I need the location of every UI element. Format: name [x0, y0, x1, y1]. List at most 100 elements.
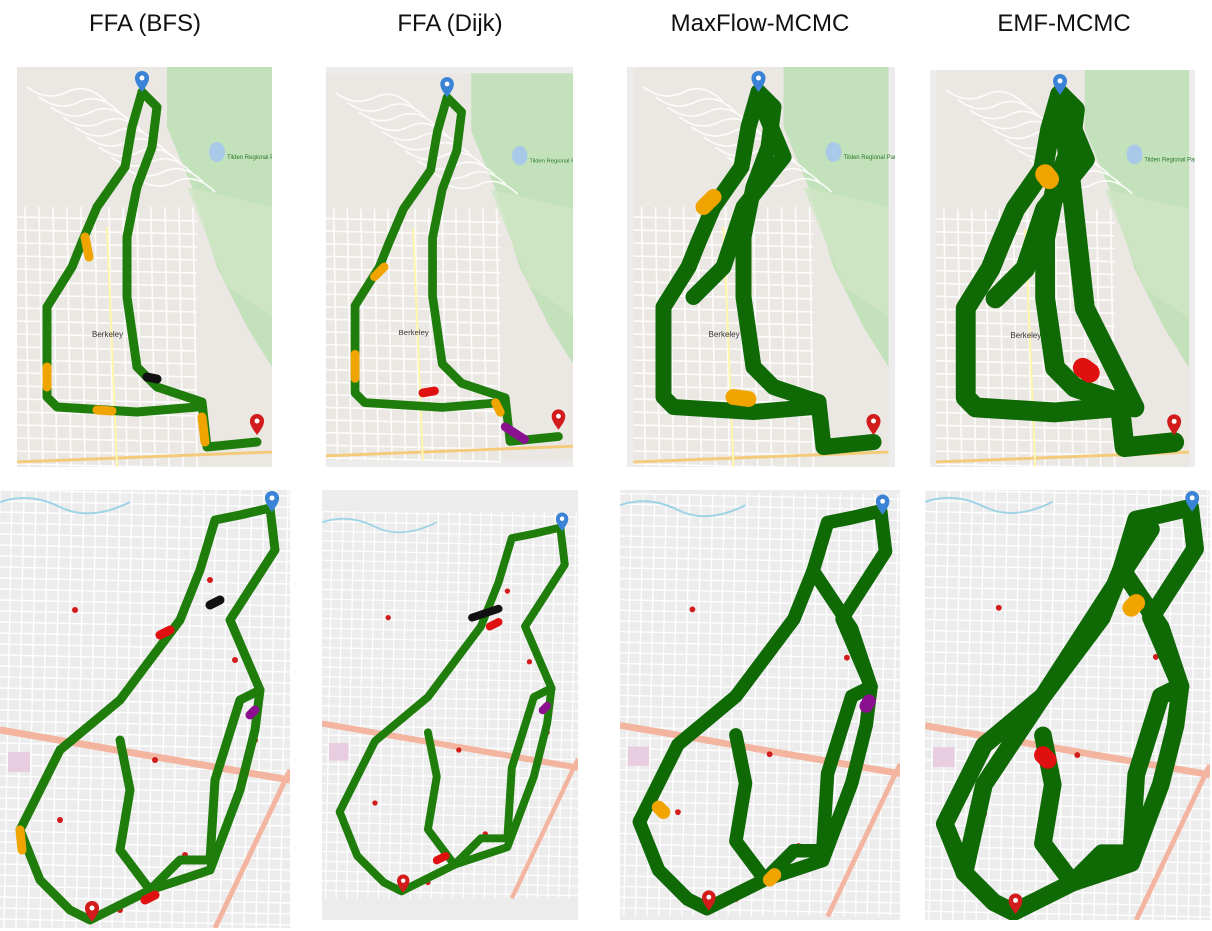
- poi-dot: [995, 604, 1002, 611]
- map-label-park: Tilden Regional Park: [529, 158, 573, 164]
- map-city-maxflow-mcmc: [620, 490, 900, 920]
- route-path: [115, 685, 265, 895]
- map-berkeley-emf-mcmc: Berkeley Tilden Regional Park: [930, 70, 1195, 467]
- river: [620, 500, 746, 518]
- start-pin-icon: [751, 71, 766, 92]
- route-segment-orange: [1035, 164, 1060, 190]
- start-pin-icon-dot: [139, 75, 145, 81]
- poi-dot: [675, 809, 681, 816]
- major-road: [825, 762, 900, 918]
- route-segment-red: [485, 618, 503, 631]
- route-path: [423, 684, 556, 869]
- main-road: [17, 450, 272, 464]
- poi-dot: [207, 577, 213, 583]
- poi-dot: [372, 800, 378, 806]
- berkeley-map-canvas: Berkeley Tilden Regional Park: [935, 70, 1195, 467]
- end-pin-icon: [866, 414, 881, 435]
- city-map-canvas: [620, 492, 900, 918]
- start-pin-icon: [265, 491, 279, 512]
- start-pin-icon-dot: [444, 81, 450, 87]
- main-road: [633, 450, 889, 464]
- route-segment-purple: [538, 701, 552, 715]
- end-pin-icon: [702, 890, 716, 911]
- district-area: [933, 747, 955, 767]
- poi-dot: [456, 747, 462, 753]
- end-pin-icon-dot: [706, 894, 712, 900]
- map-label-berkeley: Berkeley: [399, 328, 429, 337]
- park-area: [187, 187, 272, 317]
- route-segment-orange: [197, 412, 210, 447]
- city-map-canvas: [0, 490, 290, 928]
- route-path: [42, 87, 202, 417]
- poi-dot: [844, 654, 850, 661]
- poi-dot: [689, 606, 696, 613]
- city-map-canvas: [925, 490, 1210, 920]
- poi-dot: [57, 817, 63, 823]
- route-path: [955, 520, 1160, 882]
- start-pin-icon-dot: [1189, 495, 1195, 501]
- route-segment-black: [205, 595, 225, 610]
- route-path: [655, 84, 822, 420]
- main-road: [412, 228, 424, 461]
- route-path: [335, 523, 569, 896]
- start-pin-icon-dot: [1057, 78, 1063, 84]
- route-path: [15, 503, 280, 925]
- city-map-canvas: [322, 511, 578, 900]
- route-path: [1112, 559, 1190, 696]
- route-segment-red: [140, 890, 160, 905]
- route-segment-black: [142, 372, 162, 384]
- route-segment-purple: [500, 422, 529, 444]
- end-pin-icon: [85, 901, 99, 922]
- poi-dot: [385, 614, 391, 621]
- map-label-berkeley: Berkeley: [1010, 331, 1041, 340]
- map-label-park: Tilden Regional Park: [227, 155, 272, 161]
- end-pin-icon: [397, 874, 410, 894]
- start-pin-icon: [440, 77, 454, 98]
- column-title-ffa-dijk: FFA (Dijk): [397, 10, 503, 37]
- berkeley-map-canvas: Berkeley Tilden Regional Park: [633, 67, 896, 467]
- end-pin-icon: [1167, 414, 1182, 436]
- start-pin-icon: [555, 512, 569, 532]
- end-pin-icon-dot: [871, 418, 876, 424]
- route-segment-red: [1072, 357, 1100, 383]
- poi-dot: [766, 751, 773, 758]
- route-path: [955, 84, 1125, 423]
- district-area: [8, 752, 30, 772]
- park-area: [1104, 189, 1190, 319]
- route-segment-orange: [92, 405, 117, 416]
- route-segment-red: [1034, 746, 1057, 769]
- district-area: [329, 742, 349, 761]
- end-pin-icon: [1008, 893, 1023, 915]
- map-city-ffa-bfs: [0, 490, 290, 928]
- start-pin-icon: [1185, 490, 1200, 512]
- route-segment-red: [155, 625, 175, 640]
- route-path: [428, 93, 563, 446]
- route-path: [1034, 677, 1190, 892]
- route-segment-orange: [491, 398, 505, 417]
- lake: [1126, 144, 1143, 165]
- route-segment-orange: [15, 825, 27, 855]
- river: [322, 517, 438, 534]
- map-label-berkeley: Berkeley: [92, 330, 123, 339]
- start-pin-icon: [1053, 73, 1067, 95]
- start-pin-icon-dot: [559, 516, 565, 521]
- map-label-park: Tilden Regional Park: [844, 155, 896, 161]
- end-pin-icon-dot: [1171, 418, 1177, 424]
- route-path: [685, 89, 792, 305]
- column-title-emf-mcmc: EMF-MCMC: [997, 10, 1131, 37]
- poi-dot: [504, 588, 511, 594]
- route-path: [806, 564, 878, 694]
- poi-dot: [1074, 752, 1081, 759]
- river: [925, 496, 1054, 514]
- route-path: [729, 679, 878, 887]
- major-road: [1134, 763, 1210, 920]
- route-segment-purple: [859, 694, 876, 713]
- map-berkeley-ffa-bfs: Berkeley Tilden Regional Park: [17, 67, 272, 467]
- route-segment-red: [418, 386, 439, 398]
- start-pin-icon: [875, 494, 890, 515]
- route-segment-orange: [762, 868, 782, 887]
- end-pin-icon-dot: [89, 905, 95, 911]
- district-area: [627, 746, 649, 766]
- park-area: [490, 189, 573, 316]
- route-segment-orange: [651, 800, 671, 819]
